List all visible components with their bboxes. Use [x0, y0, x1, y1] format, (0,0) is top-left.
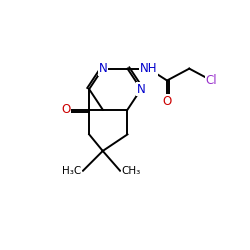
Text: H₃C: H₃C — [62, 166, 82, 176]
Text: O: O — [162, 95, 172, 108]
Text: CH₃: CH₃ — [121, 166, 141, 176]
Text: N: N — [137, 83, 145, 96]
Text: N: N — [98, 62, 107, 75]
Text: Cl: Cl — [206, 74, 217, 87]
Text: NH: NH — [140, 62, 157, 75]
Text: O: O — [61, 103, 70, 116]
